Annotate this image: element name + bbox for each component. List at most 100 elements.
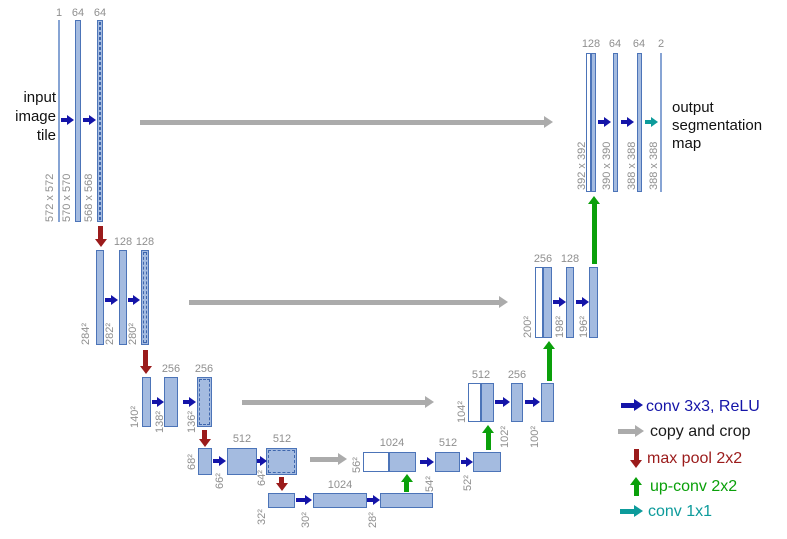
feature-map-enc3-in xyxy=(142,377,151,427)
copied-feature-map-dec2 xyxy=(535,267,543,338)
channel-label: 256 xyxy=(161,363,181,375)
channel-label: 256 xyxy=(194,363,214,375)
size-label: 140² xyxy=(129,405,141,428)
maxpool-arrow xyxy=(275,477,288,491)
maxpool-arrow xyxy=(198,430,211,447)
feature-map-output xyxy=(660,53,662,192)
size-label: 30² xyxy=(300,512,312,528)
channel-label: 512 xyxy=(438,437,458,449)
feature-map-dec4-conv2 xyxy=(473,452,501,472)
legend-conv3x3-arrow-icon xyxy=(621,399,643,412)
size-label: 282² xyxy=(104,322,116,345)
upconv-arrow xyxy=(543,341,555,381)
channel-label: 64 xyxy=(93,7,107,19)
feature-map-dec3-up xyxy=(481,383,494,422)
conv3x3-arrow xyxy=(420,457,434,467)
size-label: 52² xyxy=(462,475,474,491)
feature-map-enc3-conv2 xyxy=(197,377,212,427)
input-caption-line: image xyxy=(15,108,56,125)
legend-conv1x1-label: conv 1x1 xyxy=(648,503,713,520)
feature-map-dec4-up xyxy=(389,452,416,472)
copy-crop-arrow xyxy=(189,296,508,309)
conv3x3-arrow xyxy=(296,495,312,505)
legend-upconv-label: up-conv 2x2 xyxy=(650,478,738,495)
feature-map-dec2-conv2 xyxy=(589,267,598,338)
channel-label: 128 xyxy=(560,253,580,265)
feature-map-enc1-conv1 xyxy=(75,20,81,222)
conv3x3-arrow xyxy=(152,397,164,407)
feature-map-dec4-conv1 xyxy=(435,452,460,472)
size-label: 284² xyxy=(80,322,92,345)
feature-map-enc1-conv2 xyxy=(97,20,103,222)
channel-label: 128 xyxy=(113,236,133,248)
channel-label: 64 xyxy=(71,7,85,19)
size-label: 104² xyxy=(456,400,468,423)
conv3x3-arrow xyxy=(576,297,589,307)
channel-label: 512 xyxy=(272,433,292,445)
channel-label: 512 xyxy=(232,433,252,445)
channel-label: 128 xyxy=(135,236,155,248)
feature-map-dec2-up xyxy=(543,267,552,338)
channel-label: 1024 xyxy=(379,437,405,449)
copied-feature-map-dec4 xyxy=(363,452,389,472)
feature-map-enc4-in xyxy=(198,448,212,475)
size-label: 388 x 388 xyxy=(626,141,638,190)
legend-maxpool-label: max pool 2x2 xyxy=(647,450,743,467)
size-label: 100² xyxy=(529,425,541,448)
conv3x3-arrow xyxy=(495,397,510,407)
copy-crop-arrow xyxy=(310,453,347,466)
size-label: 280² xyxy=(127,322,139,345)
feature-map-dec3-conv1 xyxy=(511,383,523,422)
legend-copy-crop-arrow-icon xyxy=(618,425,644,438)
conv3x3-arrow xyxy=(83,115,96,125)
conv1x1-arrow xyxy=(645,117,658,127)
size-label: 64² xyxy=(256,470,268,486)
size-label: 68² xyxy=(186,454,198,470)
channel-label: 1 xyxy=(55,7,63,19)
size-label: 390 x 390 xyxy=(601,141,613,190)
conv3x3-arrow xyxy=(183,397,196,407)
size-label: 54² xyxy=(424,476,436,492)
output-caption-line: segmentation xyxy=(672,117,763,134)
size-label: 196² xyxy=(578,315,590,338)
copied-feature-map-dec3 xyxy=(468,383,481,422)
copy-crop-arrow xyxy=(242,396,434,409)
upconv-arrow xyxy=(482,425,494,450)
channel-label: 128 xyxy=(581,38,601,50)
feature-map-enc2-conv2 xyxy=(141,250,149,345)
feature-map-dec2-conv1 xyxy=(566,267,574,338)
conv3x3-arrow xyxy=(61,115,74,125)
input-caption: input image tile xyxy=(4,88,56,145)
size-label: 102² xyxy=(499,425,511,448)
feature-map-dec1-conv1 xyxy=(613,53,618,192)
channel-label: 2 xyxy=(657,38,665,50)
feature-map-bottleneck-conv2 xyxy=(380,493,433,508)
feature-map-bottleneck-in xyxy=(268,493,295,508)
feature-map-bottleneck-conv1 xyxy=(313,493,367,508)
feature-map-enc1-input xyxy=(58,20,60,222)
channel-label: 64 xyxy=(632,38,646,50)
conv3x3-arrow xyxy=(213,456,226,466)
upconv-arrow xyxy=(588,196,600,264)
copy-crop-arrow xyxy=(140,116,553,129)
size-label: 388 x 388 xyxy=(648,141,660,190)
upconv-arrow xyxy=(400,474,413,492)
legend-conv1x1-arrow-icon xyxy=(620,505,643,518)
output-caption: output segmentation map xyxy=(672,99,784,153)
size-label: 392 x 392 xyxy=(576,141,588,190)
size-label: 138² xyxy=(154,410,166,433)
channel-label: 64 xyxy=(608,38,622,50)
size-label: 572 x 572 xyxy=(44,173,56,222)
conv3x3-arrow xyxy=(461,457,473,467)
channel-label: 1024 xyxy=(327,479,353,491)
feature-map-enc4-conv1 xyxy=(227,448,257,475)
legend-copy-crop-label: copy and crop xyxy=(650,423,751,440)
size-label: 200² xyxy=(522,315,534,338)
conv3x3-arrow xyxy=(525,397,540,407)
legend-conv3x3-label: conv 3x3, ReLU xyxy=(646,398,760,415)
legend-maxpool-arrow-icon xyxy=(630,449,642,468)
legend-upconv-arrow-icon xyxy=(630,477,642,496)
input-caption-line: input xyxy=(23,89,56,106)
channel-label: 512 xyxy=(471,369,491,381)
